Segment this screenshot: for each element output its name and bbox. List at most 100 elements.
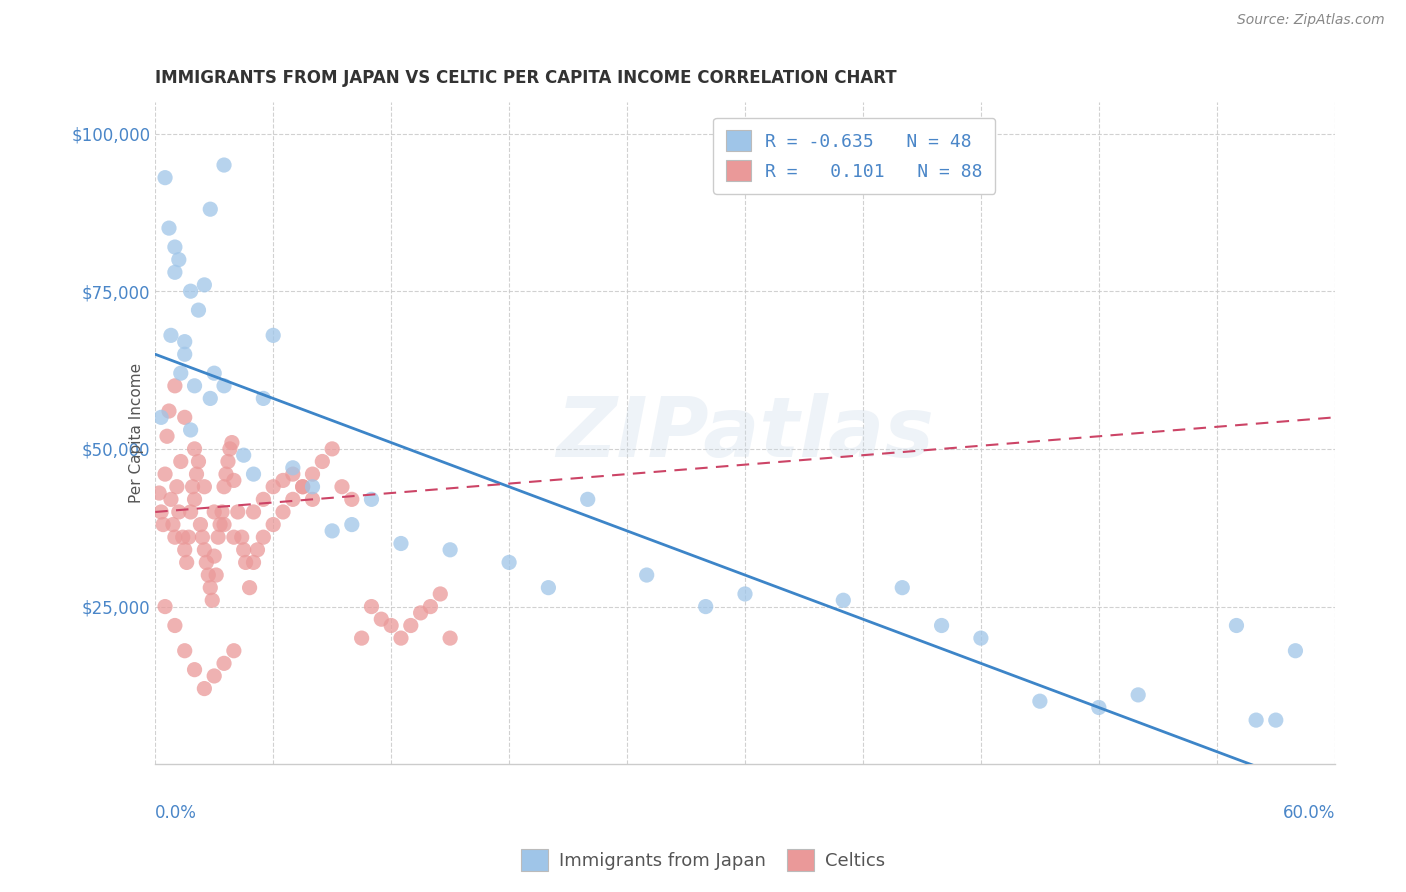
Point [429,587,451,601]
Point [209,517,232,532]
Point [153,170,176,185]
Point [262,480,284,494]
Point [212,158,235,172]
Point [439,542,461,557]
Point [167,252,190,267]
Legend: R = -0.635   N = 48, R =   0.101   N = 88: R = -0.635 N = 48, R = 0.101 N = 88 [713,118,995,194]
Point [162,517,184,532]
Point [970,631,993,645]
Point [152,517,174,532]
Point [222,644,245,658]
Point [231,530,253,544]
Point [193,277,215,292]
Point [350,631,373,645]
Point [262,517,284,532]
Text: IMMIGRANTS FROM JAPAN VS CELTIC PER CAPITA INCOME CORRELATION CHART: IMMIGRANTS FROM JAPAN VS CELTIC PER CAPI… [155,69,897,87]
Point [160,492,183,507]
Point [207,530,229,544]
Point [163,240,186,254]
Point [183,442,205,456]
Point [205,568,228,582]
Point [190,517,212,532]
Point [380,618,402,632]
Point [187,454,209,468]
Point [150,410,173,425]
Point [439,631,461,645]
Point [201,593,224,607]
Point [187,303,209,318]
Point [202,366,225,380]
Point [156,429,179,443]
Point [226,505,249,519]
Point [180,505,202,519]
Point [200,392,222,406]
Point [242,556,264,570]
Point [163,530,186,544]
Point [252,392,274,406]
Point [183,379,205,393]
Point [321,524,343,538]
Legend: Immigrants from Japan, Celtics: Immigrants from Japan, Celtics [513,842,893,879]
Point [232,542,254,557]
Point [193,480,215,494]
Point [242,505,264,519]
Point [166,480,188,494]
Point [281,467,304,482]
Point [191,530,214,544]
Point [212,379,235,393]
Point [219,442,242,456]
Point [183,492,205,507]
Point [340,492,363,507]
Point [576,492,599,507]
Point [1029,694,1052,708]
Point [242,467,264,482]
Point [212,480,235,494]
Point [176,556,198,570]
Point [891,581,914,595]
Point [212,657,235,671]
Point [217,454,239,468]
Point [360,492,382,507]
Point [170,454,193,468]
Point [695,599,717,614]
Point [222,530,245,544]
Point [232,448,254,462]
Point [931,618,953,632]
Point [291,480,314,494]
Point [200,581,222,595]
Point [197,568,219,582]
Point [281,492,304,507]
Point [1284,644,1306,658]
Point [301,480,323,494]
Point [271,505,294,519]
Point [221,435,243,450]
Point [163,618,186,632]
Point [183,663,205,677]
Point [211,505,233,519]
Point [160,328,183,343]
Point [419,599,441,614]
Text: 0.0%: 0.0% [155,804,197,822]
Point [1264,713,1286,727]
Point [301,492,323,507]
Point [239,581,262,595]
Point [246,542,269,557]
Point [252,492,274,507]
Point [180,423,202,437]
Point [235,556,257,570]
Y-axis label: Per Capita Income: Per Capita Income [129,363,145,503]
Point [301,467,323,482]
Point [734,587,756,601]
Point [370,612,392,626]
Point [330,480,353,494]
Point [832,593,855,607]
Point [195,556,218,570]
Point [173,334,195,349]
Point [170,366,193,380]
Point [1088,700,1111,714]
Point [399,618,422,632]
Point [212,517,235,532]
Point [173,644,195,658]
Point [148,486,170,500]
Point [1244,713,1267,727]
